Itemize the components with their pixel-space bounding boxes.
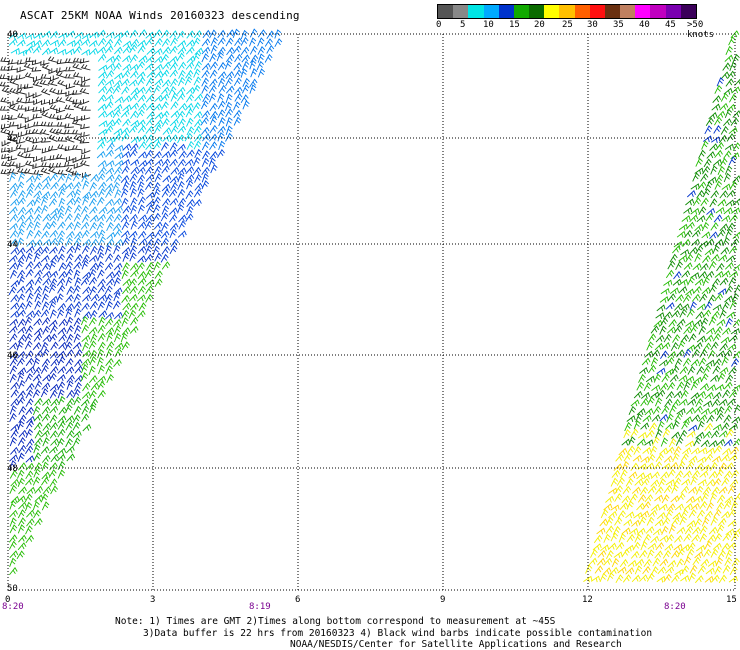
lat-label: 42 xyxy=(7,134,18,144)
lon-label: 6 xyxy=(295,595,300,605)
note-line-2: 3)Data buffer is 22 hrs from 20160323 4)… xyxy=(143,628,653,639)
legend-swatch xyxy=(483,5,499,18)
legend-swatch xyxy=(498,5,514,18)
legend-color-bar xyxy=(437,4,697,19)
latitude-labels: 40 42 44 46 48 50 xyxy=(7,30,18,594)
note-line-1: Note: 1) Times are GMT 2)Times along bot… xyxy=(115,616,556,627)
legend-tick-labels: 0 5 10 15 20 25 30 35 40 45 >50 knots xyxy=(436,19,714,40)
legend-swatch xyxy=(620,5,636,18)
legend-swatch xyxy=(438,5,454,18)
lat-label: 50 xyxy=(7,584,18,594)
wind-speed-legend: 0 5 10 15 20 25 30 35 40 45 >50 knots xyxy=(436,4,714,40)
legend-swatch xyxy=(650,5,666,18)
legend-swatch xyxy=(544,5,560,18)
note-line-3: NOAA/NESDIS/Center for Satellite Applica… xyxy=(290,639,622,650)
legend-label: 35 xyxy=(613,20,624,30)
lon-label: 0 xyxy=(5,595,10,605)
legend-swatch xyxy=(468,5,484,18)
legend-label: 20 xyxy=(534,20,545,30)
pass-time-labels: 8:20 8:19 8:20 xyxy=(2,602,686,612)
lon-label: 15 xyxy=(726,595,737,605)
lat-label: 44 xyxy=(7,240,18,250)
legend-label: 15 xyxy=(509,20,520,30)
legend-label: 5 xyxy=(460,20,466,30)
legend-swatch xyxy=(665,5,681,18)
legend-label: 30 xyxy=(587,20,598,30)
legend-label: >50 knots xyxy=(687,20,715,40)
lon-label: 3 xyxy=(150,595,155,605)
legend-swatch xyxy=(635,5,651,18)
lat-label: 46 xyxy=(7,351,18,361)
wind-barbs-layer xyxy=(0,28,740,584)
pass-time-label: 8:20 xyxy=(664,602,686,612)
legend-swatch xyxy=(604,5,621,18)
legend-label: 40 xyxy=(639,20,650,30)
pass-time-label: 8:19 xyxy=(249,602,271,612)
legend-swatch xyxy=(529,5,545,18)
legend-swatch xyxy=(574,5,590,18)
legend-label: 10 xyxy=(483,20,494,30)
lat-lon-grid xyxy=(7,33,736,591)
map-title: ASCAT 25KM NOAA Winds 20160323 descendin… xyxy=(20,9,300,22)
longitude-labels: 0 3 6 9 12 15 xyxy=(5,595,737,605)
legend-swatch xyxy=(589,5,605,18)
legend-swatch xyxy=(680,5,696,18)
legend-label: 45 xyxy=(665,20,676,30)
legend-swatch xyxy=(559,5,575,18)
legend-label: 25 xyxy=(562,20,573,30)
map-frame xyxy=(7,33,736,591)
legend-label: 0 xyxy=(436,20,442,30)
legend-swatch xyxy=(453,5,469,18)
pass-time-label: 8:20 xyxy=(2,602,24,612)
legend-swatch xyxy=(513,5,530,18)
lon-label: 9 xyxy=(440,595,445,605)
lon-label: 12 xyxy=(582,595,593,605)
lat-label: 48 xyxy=(7,464,18,474)
lat-label: 40 xyxy=(7,30,18,40)
